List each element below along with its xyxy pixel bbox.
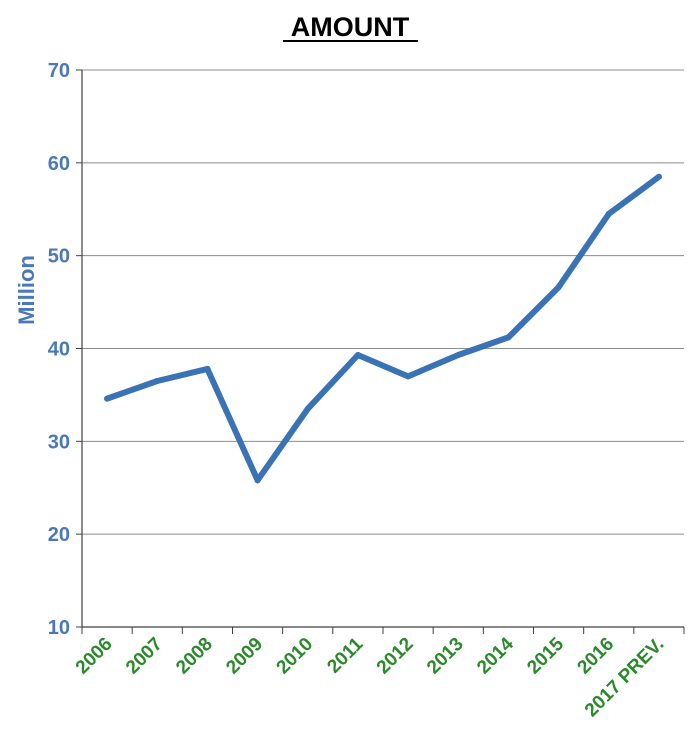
data-point [304,405,311,412]
y-axis-label: Million [14,255,39,325]
data-point [354,351,361,358]
y-tick-label: 70 [48,60,70,82]
data-point [254,477,261,484]
y-tick-label: 30 [48,431,70,453]
x-tick-label: 2012 [373,634,418,679]
data-point [605,210,612,217]
axes [76,69,685,634]
data-point [154,377,161,384]
data-point [505,334,512,341]
x-tick-label: 2008 [172,634,217,679]
x-tick-label: 2014 [473,633,518,678]
data-point [405,373,412,380]
data-point [655,173,662,180]
x-tick-labels: 2006 2007 2008 2009 2010 2011 2012 2013 2014 2015… [72,633,669,721]
series-line [104,173,662,484]
y-tick-label: 20 [48,524,70,546]
x-tick-label: 2010 [273,634,318,679]
chart-title: AMOUNT [291,12,410,42]
y-tick-label: 60 [48,153,70,175]
data-point [204,365,211,372]
gridlines [82,69,684,535]
x-tick-label: 2009 [222,634,267,679]
x-tick-label: 2011 [323,633,367,677]
data-point [455,351,462,358]
y-tick-labels: 10 20 30 40 50 60 70 [48,60,70,639]
y-tick-label: 40 [48,339,70,361]
data-point [555,284,562,291]
x-tick-label: 2006 [72,634,117,679]
x-tick-label: 2016 [574,634,619,679]
x-tick-label: 2015 [523,633,568,678]
data-point [104,395,111,402]
x-tick-label: 2007 [122,634,167,679]
y-tick-label: 50 [48,246,70,268]
y-tick-label: 10 [48,617,70,639]
series-layer [104,173,662,484]
x-tick-label: 2013 [423,634,468,679]
